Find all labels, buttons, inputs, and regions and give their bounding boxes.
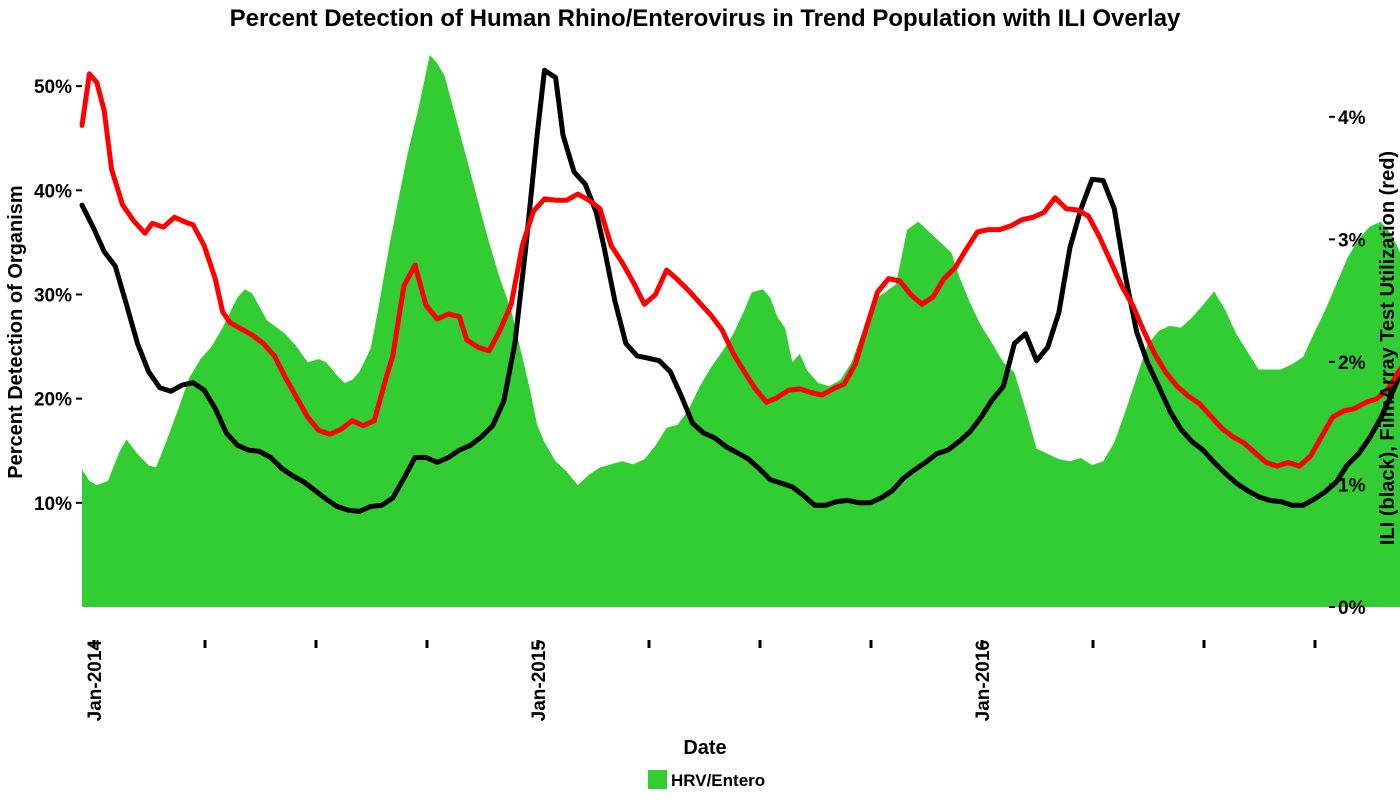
series-area-hrv-entero	[82, 54, 1400, 607]
x-tick-label: Jan-2016	[973, 640, 994, 721]
legend: HRV/Entero	[648, 770, 765, 790]
y-right-tick-label: 2%	[1338, 353, 1366, 374]
y-right-tick-label: 1%	[1338, 475, 1366, 496]
y-left-tick-label: 40%	[34, 181, 72, 202]
chart-title: Percent Detection of Human Rhino/Enterov…	[230, 5, 1181, 32]
y-axis-left-title: Percent Detection of Organism	[5, 185, 27, 478]
y-left-tick-label: 20%	[34, 390, 72, 411]
y-right-tick-label: 3%	[1338, 230, 1366, 251]
x-tick-label: Jan-2014	[85, 640, 106, 722]
x-axis-title: Date	[683, 737, 726, 759]
y-axis-right-title: ILI (black), FilmArray Test Utilization …	[1377, 151, 1399, 545]
x-tick-label: Jan-2015	[529, 640, 550, 722]
y-right-tick-label: 4%	[1338, 108, 1366, 129]
axes: 10% 20% 30% 40% 50% 0% 1% 2% 3% 4% Jan-2014 Jan-201…	[34, 77, 1366, 721]
y-left-tick-label: 10%	[34, 494, 72, 515]
series-line-filmarray	[79, 71, 1400, 469]
legend-label-hrv: HRV/Entero	[671, 771, 765, 790]
plot-area	[79, 54, 1400, 607]
y-left-tick-label: 50%	[34, 77, 72, 98]
legend-swatch-hrv	[648, 770, 667, 789]
y-left-tick-label: 30%	[34, 285, 72, 306]
y-right-tick-label: 0%	[1338, 598, 1366, 619]
series-line-ili	[79, 67, 1400, 514]
